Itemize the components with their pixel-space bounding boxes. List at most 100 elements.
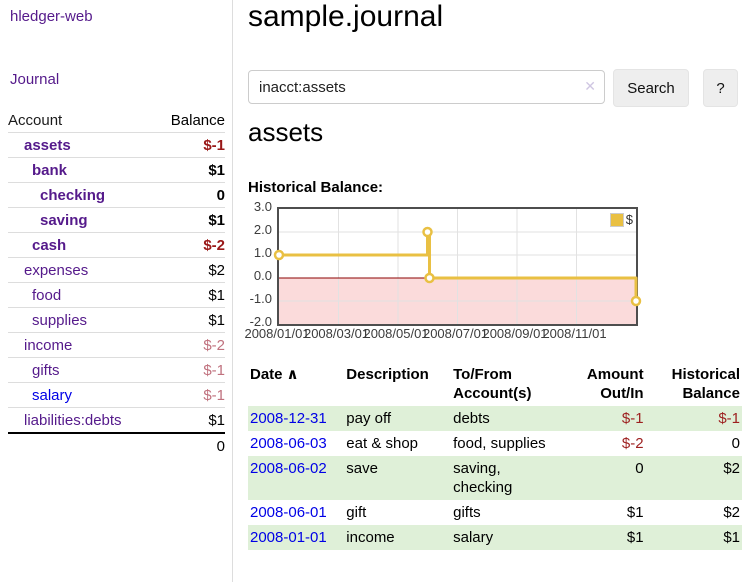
transaction-description: income [346,529,395,546]
sidebar-item-journal[interactable]: Journal [10,71,60,88]
y-tick-label: 0.0 [253,268,272,283]
transaction-row: 2008-06-03 eat & shop food, supplies $-2… [248,431,742,456]
register-header-row: Date ∧ Description To/From Account(s) Amo… [248,362,742,406]
transaction-row: 2008-12-31 pay off debts $-1 $-1 [248,406,742,431]
accounts-column-header: To/From Account(s) [453,366,532,402]
search-field-wrap: ✕ [248,70,605,104]
transaction-balance: $1 [723,529,740,546]
account-balance: $1 [208,411,225,429]
transaction-amount: 0 [635,460,644,477]
balance-column-header: Historical Balance [671,366,740,402]
gridlines [279,209,636,324]
account-row: food $1 [8,282,225,307]
legend-swatch-icon [609,212,624,227]
account-balance: $2 [208,261,225,279]
account-link-gifts[interactable]: gifts [32,361,60,379]
amount-column-header: Amount Out/In [586,366,644,402]
x-tick-label: 2008/01/01 [244,326,310,341]
sort-ascending-icon: ∧ [286,366,299,383]
account-link-saving[interactable]: saving [40,211,88,229]
account-row: bank $1 [8,157,225,182]
date-header-label: Date [250,366,283,383]
y-tick-label: 1.0 [253,245,272,260]
transaction-amount: $1 [626,529,644,546]
account-balance: $1 [208,211,225,229]
register-table: Date ∧ Description To/From Account(s) Amo… [248,362,742,550]
x-tick-label: 2008/09/01 [482,326,548,341]
sidebar: hledger-web Journal Account Balance asse… [0,0,233,582]
account-balance: $-2 [203,336,225,354]
x-tick-label: 2008/03/01 [303,326,370,341]
transaction-accounts: food, supplies [453,435,546,452]
x-tick-label: 2008/05/01 [363,326,429,341]
account-row: supplies $1 [8,307,225,332]
transaction-row: 2008-06-01 gift gifts $1 $2 [248,500,742,525]
balance-chart-plot-area[interactable]: $ [273,207,642,326]
transaction-amount: $-2 [621,435,644,452]
search-input[interactable] [248,70,605,104]
account-row: expenses $2 [8,257,225,282]
transaction-amount: $1 [626,504,644,521]
transaction-balance: $-1 [718,410,740,427]
account-row: assets $-1 [8,132,225,157]
accounts-total-row: 0 [8,432,225,458]
account-column-header: Account [8,111,63,129]
account-row: salary $-1 [8,382,225,407]
transaction-description: pay off [346,410,392,427]
account-link-liabilities-debts[interactable]: liabilities:debts [24,411,122,429]
account-row: gifts $-1 [8,357,225,382]
y-tick-label: -2.0 [249,314,272,329]
transaction-accounts: saving, checking [453,460,513,496]
transaction-date-link[interactable]: 2008-06-03 [250,435,327,452]
clear-search-icon[interactable]: ✕ [584,78,596,94]
transaction-date-link[interactable]: 2008-01-01 [250,529,327,546]
transaction-date-link[interactable]: 2008-06-02 [250,460,327,477]
y-tick-label: 3.0 [253,199,272,214]
search-button[interactable]: Search [613,69,689,107]
accounts-table: Account Balance assets $-1 bank $1 check… [8,108,225,458]
account-link-bank[interactable]: bank [32,161,68,179]
balance-chart-canvas [273,209,642,324]
data-point-markers [273,226,642,307]
legend-label: $ [625,212,633,227]
x-tick-label: 2008/07/01 [422,326,489,341]
chart-legend: $ [608,212,634,227]
account-link-cash[interactable]: cash [32,236,67,254]
account-link-expenses[interactable]: expenses [24,261,89,279]
account-link-assets[interactable]: assets [24,136,71,154]
chart-title: Historical Balance: [248,179,384,196]
account-row: checking 0 [8,182,225,207]
accounts-total-value: 0 [216,437,225,455]
account-link-salary[interactable]: salary [32,386,73,404]
transaction-row: 2008-01-01 income salary $1 $1 [248,525,742,550]
transaction-date-link[interactable]: 2008-06-01 [250,504,327,521]
transaction-balance: $2 [723,460,740,477]
account-balance: 0 [216,186,225,204]
account-balance: $1 [208,161,225,179]
account-balance: $-1 [203,386,225,404]
app-brand-link[interactable]: hledger-web [10,8,93,25]
transaction-row: 2008-06-02 save saving, checking 0 $2 [248,456,742,500]
account-link-food[interactable]: food [32,286,62,304]
y-tick-label: 2.0 [253,222,272,237]
account-balance: $1 [208,286,225,304]
help-button[interactable]: ? [703,69,738,107]
transaction-accounts: gifts [453,504,481,521]
account-link-income[interactable]: income [24,336,73,354]
transaction-description: gift [346,504,367,521]
transaction-date-link[interactable]: 2008-12-31 [250,410,327,427]
account-balance: $-2 [203,236,225,254]
date-column-header[interactable]: Date ∧ [248,362,344,406]
transaction-accounts: salary [453,529,494,546]
accounts-table-header: Account Balance [8,108,225,132]
account-row: saving $1 [8,207,225,232]
account-link-supplies[interactable]: supplies [32,311,88,329]
transaction-balance: 0 [731,435,740,452]
account-row: income $-2 [8,332,225,357]
account-balance: $1 [208,311,225,329]
transaction-amount: $-1 [621,410,644,427]
transaction-balance: $2 [723,504,740,521]
x-tick-label: 2008/11/01 [542,326,607,341]
account-link-checking[interactable]: checking [40,186,106,204]
balance-column-header: Balance [170,111,225,129]
